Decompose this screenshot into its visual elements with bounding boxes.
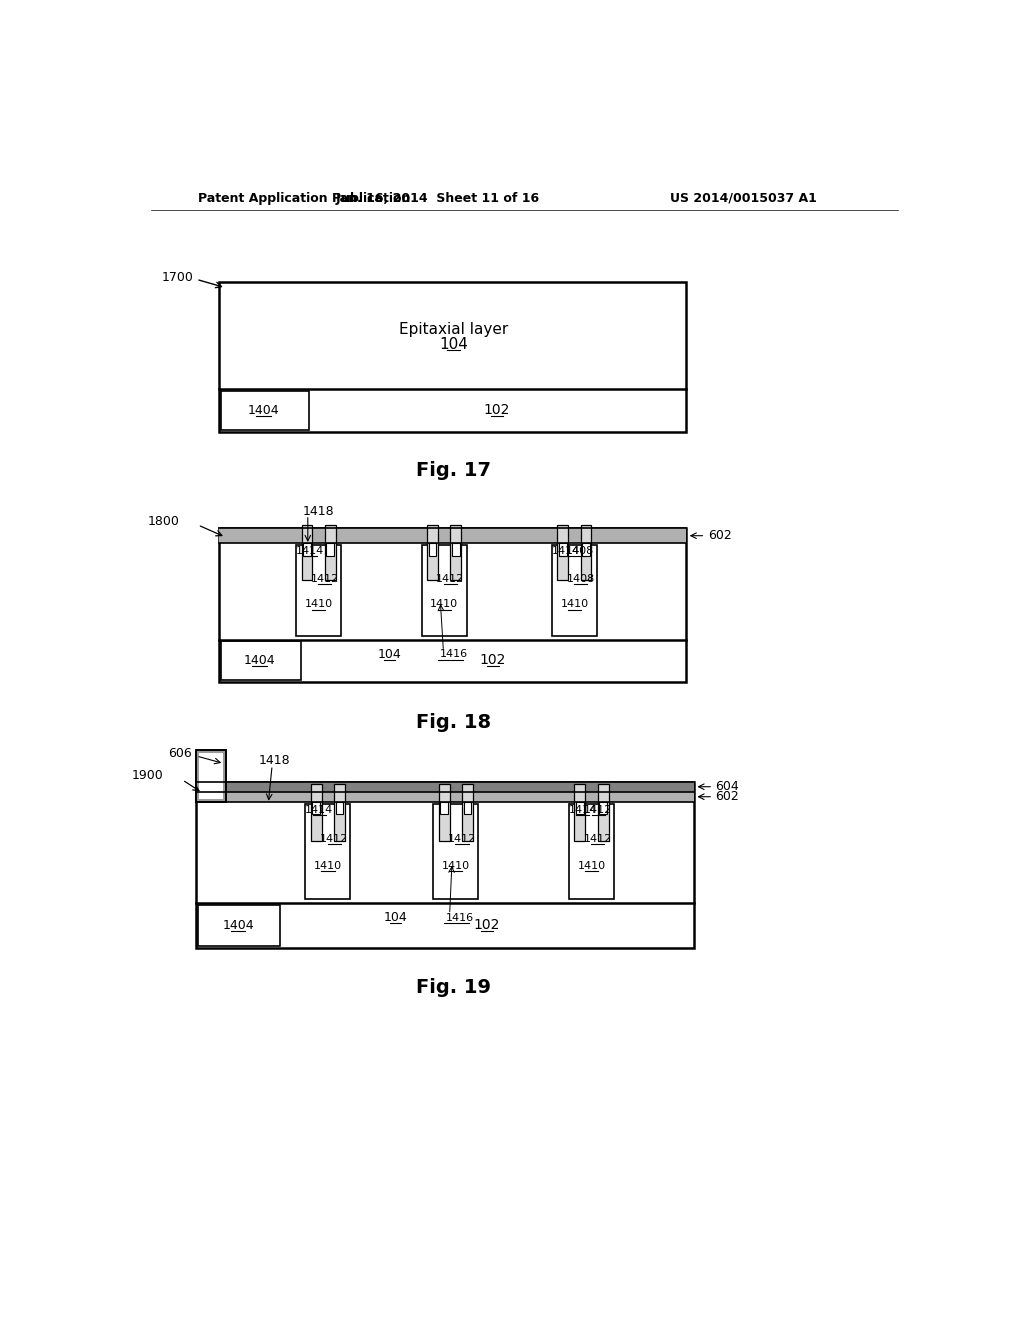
Text: 1404: 1404 [248, 404, 280, 417]
Bar [197, 750, 225, 803]
Bar [464, 803, 471, 814]
Bar [557, 525, 568, 579]
Text: 1414: 1414 [552, 546, 580, 556]
Text: Fig. 17: Fig. 17 [416, 461, 490, 479]
Text: Jan. 16, 2014  Sheet 11 of 16: Jan. 16, 2014 Sheet 11 of 16 [336, 191, 540, 205]
Text: 1410: 1410 [441, 861, 470, 871]
Bar [197, 781, 693, 948]
Text: 1410: 1410 [304, 599, 333, 610]
Bar [429, 544, 436, 556]
Bar [559, 544, 566, 556]
Text: US 2014/0015037 A1: US 2014/0015037 A1 [671, 191, 817, 205]
Bar [219, 528, 686, 682]
Bar [198, 904, 280, 946]
Bar [452, 544, 460, 556]
Bar [451, 525, 461, 579]
Bar [325, 525, 336, 579]
Bar [219, 528, 686, 544]
Bar [296, 545, 341, 636]
Bar [598, 784, 608, 841]
Text: Fig. 19: Fig. 19 [416, 978, 490, 997]
Bar [569, 804, 614, 899]
Bar [440, 803, 449, 814]
Text: 1800: 1800 [147, 515, 179, 528]
Bar [552, 545, 597, 636]
Bar [302, 525, 312, 579]
Text: 1700: 1700 [162, 271, 194, 284]
Text: 1414: 1414 [568, 805, 597, 814]
Text: 1410: 1410 [430, 599, 459, 610]
Text: 1404: 1404 [244, 653, 275, 667]
Text: 102: 102 [483, 403, 510, 417]
Text: 1416: 1416 [445, 912, 474, 923]
Bar [221, 642, 301, 681]
Bar [197, 792, 693, 803]
Text: 602: 602 [716, 791, 739, 804]
Text: Fig. 18: Fig. 18 [416, 713, 492, 731]
Text: 1418: 1418 [302, 504, 334, 517]
Text: 1404: 1404 [222, 919, 254, 932]
Text: 1412: 1412 [584, 834, 611, 843]
Bar [462, 784, 473, 841]
Bar [574, 784, 586, 841]
Text: 1416: 1416 [439, 649, 468, 659]
Bar [575, 803, 584, 814]
Text: 1418: 1418 [258, 754, 290, 767]
Text: 1410: 1410 [578, 861, 605, 871]
Bar [312, 803, 321, 814]
Bar [433, 804, 478, 899]
Bar [311, 784, 322, 841]
Bar [336, 803, 343, 814]
Bar [197, 781, 693, 792]
Text: 1900: 1900 [132, 770, 164, 783]
Text: 1412: 1412 [321, 834, 348, 843]
Text: 1412: 1412 [447, 834, 476, 843]
Bar [200, 752, 222, 799]
Text: 1412: 1412 [310, 574, 339, 583]
Text: 1410: 1410 [560, 599, 589, 610]
Text: 104: 104 [439, 337, 468, 352]
Bar [219, 281, 686, 432]
Text: 104: 104 [384, 911, 408, 924]
Text: 102: 102 [474, 919, 500, 932]
Bar [334, 784, 345, 841]
Bar [438, 784, 450, 841]
Text: 104: 104 [377, 648, 401, 661]
Bar [197, 750, 225, 803]
Text: 1412: 1412 [436, 574, 465, 583]
Bar [599, 803, 607, 814]
Text: 1408: 1408 [566, 574, 595, 583]
Bar [327, 544, 334, 556]
Bar [427, 525, 438, 579]
Bar [581, 525, 592, 579]
Text: 602: 602 [708, 529, 731, 543]
Text: 1410: 1410 [314, 861, 342, 871]
Text: 1414: 1414 [305, 805, 334, 814]
Text: 1408: 1408 [565, 546, 594, 556]
Text: 102: 102 [480, 653, 506, 668]
Text: 1414: 1414 [296, 546, 325, 556]
Text: Epitaxial layer: Epitaxial layer [399, 322, 508, 337]
Text: 604: 604 [716, 780, 739, 793]
Bar [583, 544, 590, 556]
Bar [305, 804, 350, 899]
Bar [422, 545, 467, 636]
Bar [303, 544, 311, 556]
Text: Patent Application Publication: Patent Application Publication [198, 191, 411, 205]
Bar [221, 391, 308, 430]
Text: 606: 606 [169, 747, 193, 760]
Text: 1412: 1412 [585, 805, 612, 814]
